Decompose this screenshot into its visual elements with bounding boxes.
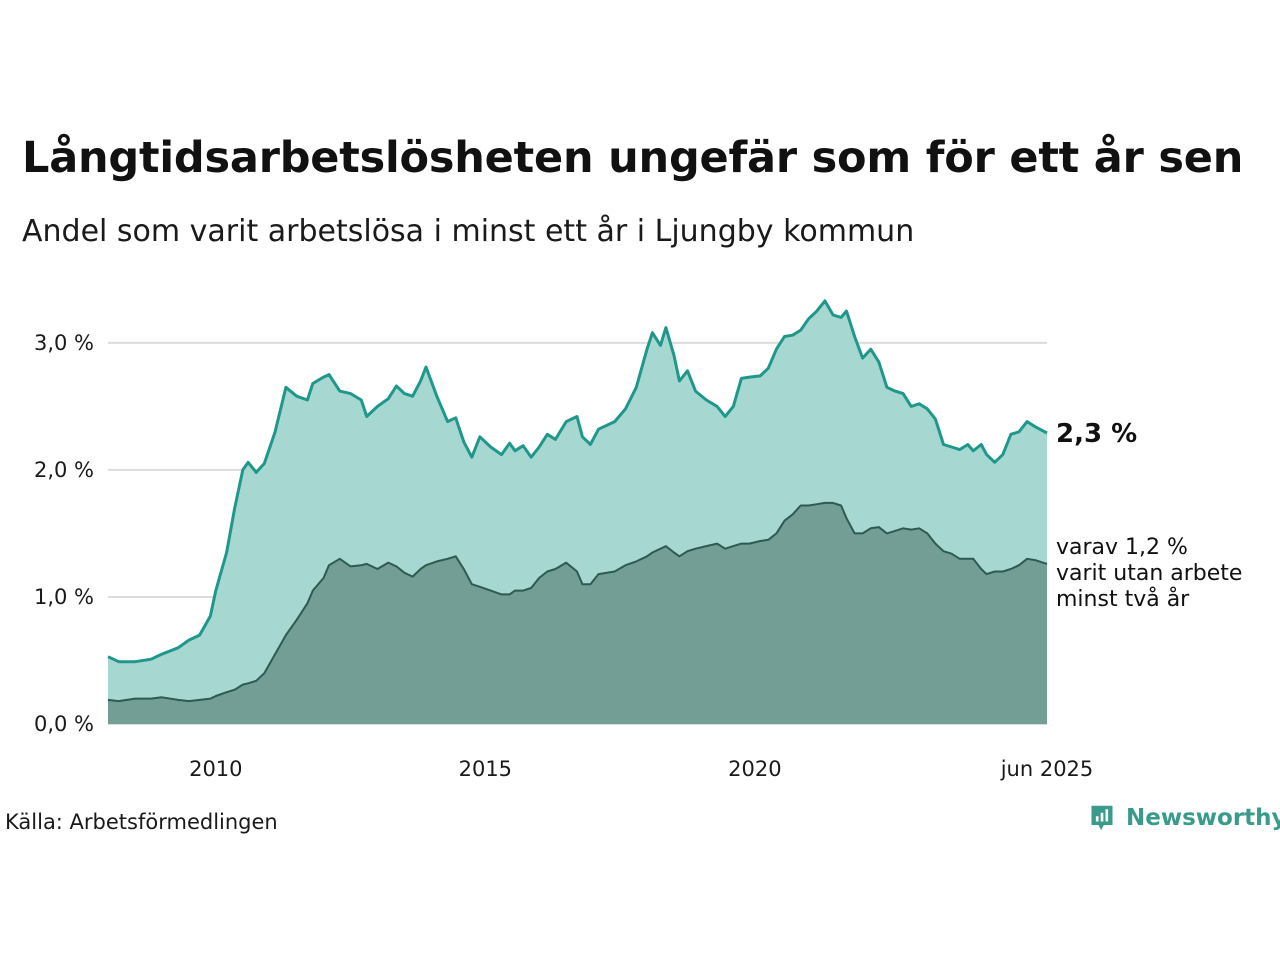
y-tick-label: 0,0 % (34, 712, 94, 736)
x-tick-label: 2015 (459, 757, 512, 781)
series-1-end-label: 2,3 % (1056, 419, 1137, 449)
series-1-line (107, 299, 1048, 664)
series-2-line (107, 501, 1048, 703)
x-tick-label: 2020 (728, 757, 781, 781)
y-axis: 0,0 % 1,0 % 2,0 % 3,0 % (34, 331, 94, 736)
source-note: Källa: Arbetsförmedlingen (5, 810, 278, 834)
x-tick-label: 2010 (189, 757, 242, 781)
x-axis: 2010 2015 2020 jun 2025 (189, 757, 1093, 781)
series-2-end-label: varav 1,2 % varit utan arbete minst två år (1056, 535, 1242, 612)
y-tick-label: 2,0 % (34, 458, 94, 482)
y-tick-label: 1,0 % (34, 585, 94, 609)
brand-logo[interactable]: Newsworthy (1088, 804, 1280, 832)
chart-title: Långtidsarbetslösheten ungefär som för e… (22, 133, 1244, 183)
brand-name: Newsworthy (1126, 805, 1280, 831)
x-tick-label: jun 2025 (1000, 757, 1094, 781)
series-labels: 2,3 % varav 1,2 % varit utan arbete minst t… (1056, 419, 1242, 612)
series-areas (107, 299, 1048, 724)
y-tick-label: 3,0 % (34, 331, 94, 355)
series-2-area (108, 502, 1047, 724)
newsworthy-logo-icon (1091, 805, 1113, 831)
chart-subtitle: Andel som varit arbetslösa i minst ett å… (22, 214, 915, 249)
